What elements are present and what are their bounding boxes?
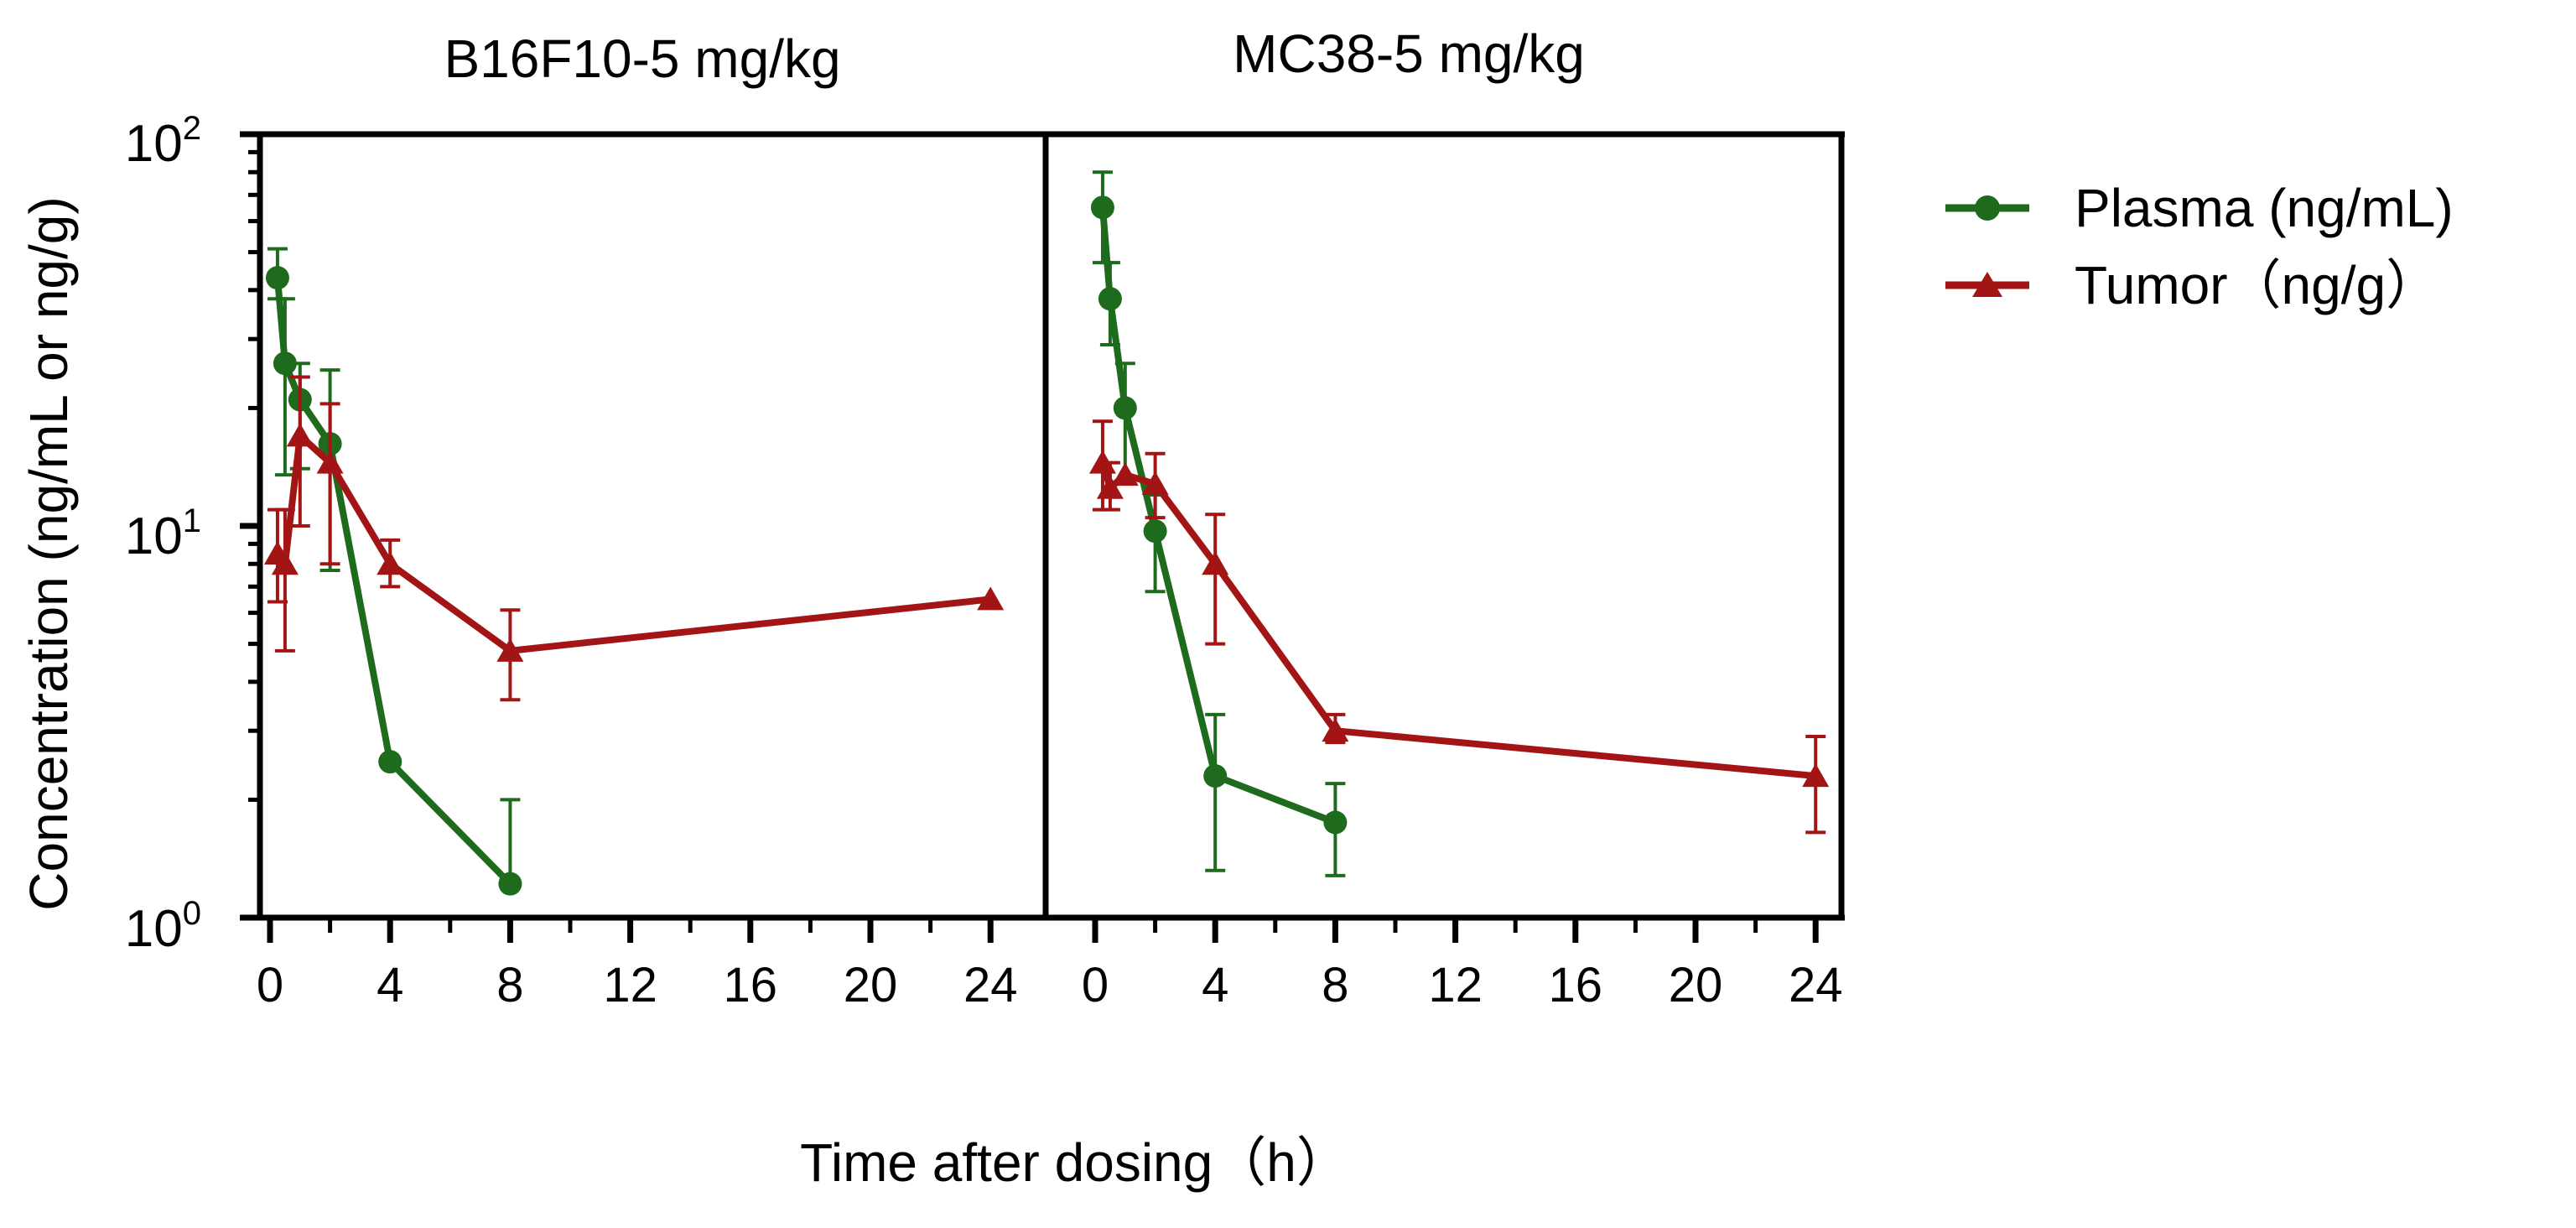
x-tick-label: 20 bbox=[844, 958, 898, 1012]
series-tumor-panel-2 bbox=[1088, 419, 1830, 835]
x-tick-label: 8 bbox=[1322, 958, 1348, 1012]
plasma-point bbox=[1323, 810, 1348, 835]
x-tick-label: 4 bbox=[1202, 958, 1228, 1012]
plasma-point bbox=[265, 266, 289, 290]
x-tick-label: 16 bbox=[724, 958, 778, 1012]
y-tick-label-10: 101 bbox=[125, 502, 201, 565]
tumor-point bbox=[286, 423, 314, 447]
series-line bbox=[273, 277, 513, 887]
plasma-point bbox=[273, 351, 297, 376]
legend-plasma-marker bbox=[1975, 195, 2000, 221]
x-tick-label: 12 bbox=[603, 958, 657, 1012]
data-layer bbox=[263, 170, 1830, 896]
legend-tumor-marker bbox=[1972, 272, 2002, 297]
x-tick-label: 24 bbox=[1789, 958, 1843, 1012]
tumor-point bbox=[316, 450, 344, 474]
plasma-point bbox=[1090, 195, 1114, 220]
tumor-point bbox=[1322, 718, 1349, 742]
series-line bbox=[274, 432, 991, 654]
tumor-point bbox=[1202, 551, 1229, 575]
x-axis-title: Time after dosing（h） bbox=[800, 1132, 1350, 1193]
y-tick-label-100: 102 bbox=[125, 110, 201, 173]
tumor-point bbox=[496, 637, 524, 662]
panel-title-left: B16F10-5 mg/kg bbox=[444, 29, 840, 89]
series-tumor-panel-1 bbox=[263, 375, 1005, 702]
tumor-point bbox=[1141, 471, 1169, 495]
x-tick-label: 4 bbox=[377, 958, 403, 1012]
series-line bbox=[1099, 461, 1816, 780]
legend-tumor-label: Tumor（ng/g） bbox=[2075, 255, 2439, 315]
x-tick-label: 16 bbox=[1549, 958, 1603, 1012]
tumor-point bbox=[1111, 462, 1139, 487]
legend-plasma-label: Plasma (ng/mL) bbox=[2075, 178, 2454, 238]
plasma-point bbox=[1113, 396, 1137, 420]
x-tick-label: 12 bbox=[1428, 958, 1483, 1012]
plasma-point bbox=[1143, 519, 1167, 544]
tumor-point bbox=[377, 551, 404, 575]
x-tick-label: 0 bbox=[1082, 958, 1109, 1012]
series-line bbox=[1098, 207, 1337, 826]
y-axis-title: Concentration (ng/mL or ng/g) bbox=[18, 196, 79, 910]
plasma-point bbox=[498, 872, 522, 896]
panel-title-right: MC38-5 mg/kg bbox=[1233, 23, 1585, 84]
axes-layer: 0 4 8 12 16 20 24 0 4 8 12 16 20 24 bbox=[240, 131, 1845, 1012]
tumor-point bbox=[977, 586, 1005, 611]
plasma-point bbox=[1098, 287, 1122, 311]
legend: Plasma (ng/mL) Tumor（ng/g） bbox=[1945, 178, 2454, 315]
plasma-point bbox=[1203, 764, 1228, 788]
series-plasma-panel-2 bbox=[1090, 170, 1348, 877]
x-tick-label: 24 bbox=[963, 958, 1018, 1012]
tumor-point bbox=[1088, 450, 1116, 474]
tumor-point bbox=[1802, 763, 1830, 788]
x-tick-label: 20 bbox=[1669, 958, 1723, 1012]
x-tick-label: 0 bbox=[257, 958, 283, 1012]
tumor-point bbox=[271, 551, 299, 575]
plasma-point bbox=[378, 750, 402, 774]
y-tick-label-1: 100 bbox=[125, 895, 201, 958]
x-tick-label: 8 bbox=[496, 958, 523, 1012]
tumor-point bbox=[1096, 475, 1124, 499]
